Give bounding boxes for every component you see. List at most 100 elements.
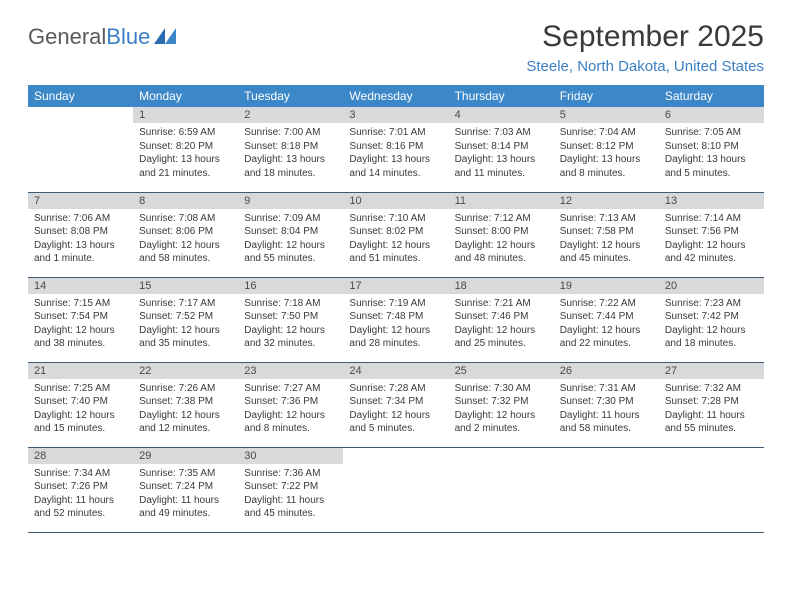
title-block: September 2025 Steele, North Dakota, Uni…: [526, 20, 764, 75]
day-body: Sunrise: 7:03 AMSunset: 8:14 PMDaylight:…: [449, 123, 554, 184]
empty-cell: [28, 107, 133, 192]
day-number: 7: [28, 193, 133, 209]
day-number: 27: [659, 363, 764, 379]
day-cell: 30Sunrise: 7:36 AMSunset: 7:22 PMDayligh…: [238, 447, 343, 532]
day-number: 26: [554, 363, 659, 379]
calendar-page: GeneralBlue September 2025 Steele, North…: [0, 0, 792, 553]
dow-header: Wednesday: [343, 85, 448, 107]
day-cell: 4Sunrise: 7:03 AMSunset: 8:14 PMDaylight…: [449, 107, 554, 192]
day-body: Sunrise: 7:34 AMSunset: 7:26 PMDaylight:…: [28, 464, 133, 525]
day-cell: 9Sunrise: 7:09 AMSunset: 8:04 PMDaylight…: [238, 192, 343, 277]
day-cell: 18Sunrise: 7:21 AMSunset: 7:46 PMDayligh…: [449, 277, 554, 362]
day-body: Sunrise: 7:14 AMSunset: 7:56 PMDaylight:…: [659, 209, 764, 270]
calendar-week: 28Sunrise: 7:34 AMSunset: 7:26 PMDayligh…: [28, 447, 764, 532]
day-number: 19: [554, 278, 659, 294]
day-cell: 26Sunrise: 7:31 AMSunset: 7:30 PMDayligh…: [554, 362, 659, 447]
dow-header: Saturday: [659, 85, 764, 107]
dow-row: SundayMondayTuesdayWednesdayThursdayFrid…: [28, 85, 764, 107]
day-body: Sunrise: 7:22 AMSunset: 7:44 PMDaylight:…: [554, 294, 659, 355]
day-cell: 14Sunrise: 7:15 AMSunset: 7:54 PMDayligh…: [28, 277, 133, 362]
logo-icon: [154, 24, 176, 50]
day-number: 22: [133, 363, 238, 379]
day-cell: 8Sunrise: 7:08 AMSunset: 8:06 PMDaylight…: [133, 192, 238, 277]
day-cell: 24Sunrise: 7:28 AMSunset: 7:34 PMDayligh…: [343, 362, 448, 447]
day-number: 24: [343, 363, 448, 379]
location: Steele, North Dakota, United States: [526, 58, 764, 75]
day-body: Sunrise: 7:05 AMSunset: 8:10 PMDaylight:…: [659, 123, 764, 184]
day-number: 28: [28, 448, 133, 464]
day-body: Sunrise: 7:12 AMSunset: 8:00 PMDaylight:…: [449, 209, 554, 270]
day-body: Sunrise: 7:26 AMSunset: 7:38 PMDaylight:…: [133, 379, 238, 440]
dow-header: Thursday: [449, 85, 554, 107]
day-cell: 3Sunrise: 7:01 AMSunset: 8:16 PMDaylight…: [343, 107, 448, 192]
day-cell: 28Sunrise: 7:34 AMSunset: 7:26 PMDayligh…: [28, 447, 133, 532]
day-body: Sunrise: 7:28 AMSunset: 7:34 PMDaylight:…: [343, 379, 448, 440]
day-body: Sunrise: 7:23 AMSunset: 7:42 PMDaylight:…: [659, 294, 764, 355]
day-number: 13: [659, 193, 764, 209]
day-number: 4: [449, 107, 554, 123]
day-number: 10: [343, 193, 448, 209]
day-body: Sunrise: 7:30 AMSunset: 7:32 PMDaylight:…: [449, 379, 554, 440]
day-cell: 22Sunrise: 7:26 AMSunset: 7:38 PMDayligh…: [133, 362, 238, 447]
day-number: 5: [554, 107, 659, 123]
calendar-week: 14Sunrise: 7:15 AMSunset: 7:54 PMDayligh…: [28, 277, 764, 362]
day-cell: 2Sunrise: 7:00 AMSunset: 8:18 PMDaylight…: [238, 107, 343, 192]
day-cell: 12Sunrise: 7:13 AMSunset: 7:58 PMDayligh…: [554, 192, 659, 277]
logo-text-2: Blue: [106, 24, 150, 50]
day-cell: 10Sunrise: 7:10 AMSunset: 8:02 PMDayligh…: [343, 192, 448, 277]
day-body: Sunrise: 7:04 AMSunset: 8:12 PMDaylight:…: [554, 123, 659, 184]
day-cell: 17Sunrise: 7:19 AMSunset: 7:48 PMDayligh…: [343, 277, 448, 362]
day-body: Sunrise: 6:59 AMSunset: 8:20 PMDaylight:…: [133, 123, 238, 184]
day-body: Sunrise: 7:21 AMSunset: 7:46 PMDaylight:…: [449, 294, 554, 355]
day-number: 14: [28, 278, 133, 294]
day-cell: 20Sunrise: 7:23 AMSunset: 7:42 PMDayligh…: [659, 277, 764, 362]
month-title: September 2025: [526, 20, 764, 54]
day-body: Sunrise: 7:18 AMSunset: 7:50 PMDaylight:…: [238, 294, 343, 355]
calendar-body: 1Sunrise: 6:59 AMSunset: 8:20 PMDaylight…: [28, 107, 764, 532]
day-number: 11: [449, 193, 554, 209]
dow-header: Sunday: [28, 85, 133, 107]
day-cell: 15Sunrise: 7:17 AMSunset: 7:52 PMDayligh…: [133, 277, 238, 362]
day-number: 20: [659, 278, 764, 294]
dow-header: Friday: [554, 85, 659, 107]
day-cell: 6Sunrise: 7:05 AMSunset: 8:10 PMDaylight…: [659, 107, 764, 192]
day-body: Sunrise: 7:19 AMSunset: 7:48 PMDaylight:…: [343, 294, 448, 355]
calendar-week: 21Sunrise: 7:25 AMSunset: 7:40 PMDayligh…: [28, 362, 764, 447]
day-number: 12: [554, 193, 659, 209]
day-body: Sunrise: 7:10 AMSunset: 8:02 PMDaylight:…: [343, 209, 448, 270]
empty-cell: [554, 447, 659, 532]
day-number: 29: [133, 448, 238, 464]
day-cell: 13Sunrise: 7:14 AMSunset: 7:56 PMDayligh…: [659, 192, 764, 277]
day-number: 15: [133, 278, 238, 294]
day-number: 2: [238, 107, 343, 123]
day-body: Sunrise: 7:17 AMSunset: 7:52 PMDaylight:…: [133, 294, 238, 355]
logo-text-1: General: [28, 24, 106, 50]
day-cell: 19Sunrise: 7:22 AMSunset: 7:44 PMDayligh…: [554, 277, 659, 362]
day-number: 17: [343, 278, 448, 294]
day-cell: 27Sunrise: 7:32 AMSunset: 7:28 PMDayligh…: [659, 362, 764, 447]
day-body: Sunrise: 7:00 AMSunset: 8:18 PMDaylight:…: [238, 123, 343, 184]
day-number: 25: [449, 363, 554, 379]
day-body: Sunrise: 7:25 AMSunset: 7:40 PMDaylight:…: [28, 379, 133, 440]
day-body: Sunrise: 7:06 AMSunset: 8:08 PMDaylight:…: [28, 209, 133, 270]
calendar-week: 7Sunrise: 7:06 AMSunset: 8:08 PMDaylight…: [28, 192, 764, 277]
day-body: Sunrise: 7:35 AMSunset: 7:24 PMDaylight:…: [133, 464, 238, 525]
empty-cell: [449, 447, 554, 532]
day-number: 6: [659, 107, 764, 123]
header: GeneralBlue September 2025 Steele, North…: [28, 20, 764, 75]
day-number: 23: [238, 363, 343, 379]
day-body: Sunrise: 7:09 AMSunset: 8:04 PMDaylight:…: [238, 209, 343, 270]
day-body: Sunrise: 7:08 AMSunset: 8:06 PMDaylight:…: [133, 209, 238, 270]
day-cell: 16Sunrise: 7:18 AMSunset: 7:50 PMDayligh…: [238, 277, 343, 362]
empty-cell: [659, 447, 764, 532]
day-cell: 1Sunrise: 6:59 AMSunset: 8:20 PMDaylight…: [133, 107, 238, 192]
day-cell: 11Sunrise: 7:12 AMSunset: 8:00 PMDayligh…: [449, 192, 554, 277]
day-body: Sunrise: 7:32 AMSunset: 7:28 PMDaylight:…: [659, 379, 764, 440]
day-number: 16: [238, 278, 343, 294]
day-number: 21: [28, 363, 133, 379]
day-number: 30: [238, 448, 343, 464]
day-cell: 21Sunrise: 7:25 AMSunset: 7:40 PMDayligh…: [28, 362, 133, 447]
dow-header: Tuesday: [238, 85, 343, 107]
calendar-table: SundayMondayTuesdayWednesdayThursdayFrid…: [28, 85, 764, 533]
day-cell: 25Sunrise: 7:30 AMSunset: 7:32 PMDayligh…: [449, 362, 554, 447]
